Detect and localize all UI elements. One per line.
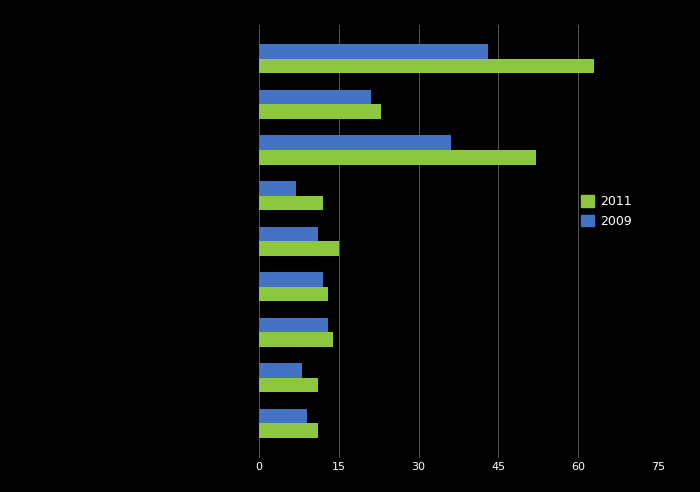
- Bar: [259, 195, 323, 210]
- Bar: [259, 44, 488, 59]
- Bar: [259, 150, 536, 164]
- Legend: 2011, 2009: 2011, 2009: [581, 195, 632, 228]
- Bar: [259, 104, 382, 119]
- Bar: [259, 318, 328, 332]
- Bar: [259, 363, 302, 378]
- Bar: [259, 181, 296, 195]
- Bar: [259, 59, 594, 73]
- Bar: [259, 226, 318, 241]
- Bar: [259, 135, 451, 150]
- Bar: [259, 90, 371, 104]
- Bar: [259, 272, 323, 287]
- Bar: [259, 378, 318, 392]
- Bar: [259, 423, 318, 438]
- Bar: [259, 332, 333, 347]
- Bar: [259, 409, 307, 423]
- Bar: [259, 287, 328, 301]
- Bar: [259, 241, 339, 256]
